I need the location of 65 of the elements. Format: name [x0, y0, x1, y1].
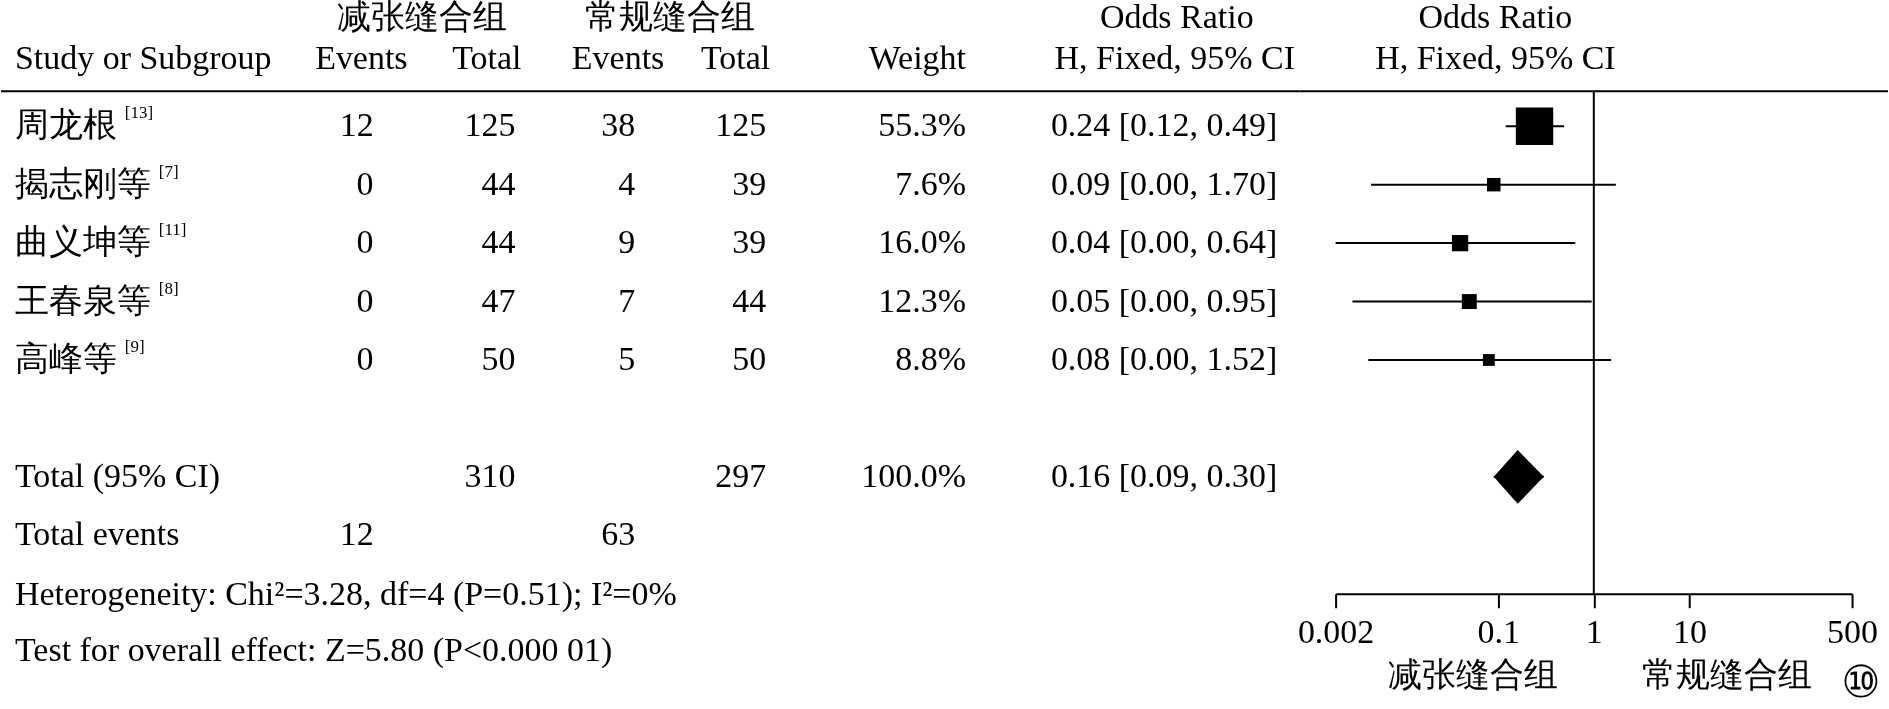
data-label: 63 — [601, 515, 636, 553]
x-tick-label: 0.1 — [1477, 613, 1520, 651]
data-label: 7 — [618, 281, 636, 319]
text: Events — [571, 39, 665, 77]
data-label: 55.3% — [878, 106, 966, 144]
data-label: 297 — [715, 456, 767, 494]
data-label: 8.8% — [895, 339, 966, 377]
x-tick-label: 1 — [1585, 613, 1603, 651]
data-label: 50 — [481, 339, 516, 377]
data-label: 125 — [715, 106, 767, 144]
data-label: 0 — [356, 164, 374, 202]
data-label: 12 — [339, 106, 374, 144]
text: Study or Subgroup — [14, 39, 272, 77]
x-tick-label: 0.002 — [1297, 613, 1375, 651]
data-label: 50 — [732, 339, 767, 377]
data-label: 16.0% — [878, 223, 966, 261]
data-label: 0 — [356, 223, 374, 261]
category-label: Total events — [14, 515, 180, 553]
data-label: 0.05 [0.00, 0.95] — [1050, 281, 1278, 319]
category-label: 王春泉等[8] — [14, 278, 179, 319]
data-label: 125 — [464, 106, 516, 144]
data-label: 39 — [732, 223, 767, 261]
category-label: 周龙根[13] — [14, 103, 154, 144]
data-label: 310 — [464, 456, 516, 494]
data-label: 0.16 [0.09, 0.30] — [1050, 456, 1278, 494]
data-label: 0 — [356, 281, 374, 319]
data-label: 0.08 [0.00, 1.52] — [1050, 339, 1278, 377]
data-label: 0.09 [0.00, 1.70] — [1050, 164, 1278, 202]
category-label: 揭志刚等[7] — [14, 161, 179, 202]
text: Total — [452, 39, 522, 77]
x-tick-label: 10 — [1673, 613, 1707, 651]
category-label: 高峰等[9] — [14, 337, 145, 377]
chart-title: Odds Ratio — [1418, 0, 1573, 35]
text: 常规缝合组 — [1642, 655, 1813, 693]
text: 常规缝合组 — [585, 0, 756, 35]
data-label: 0 — [356, 339, 374, 377]
text: Odds Ratio — [1099, 0, 1254, 35]
data-label: 39 — [732, 164, 767, 202]
data-label: 100.0% — [861, 456, 966, 494]
data-label: 4 — [618, 164, 636, 202]
data-label: 12.3% — [878, 281, 966, 319]
text: Weight — [868, 39, 967, 77]
data-label: 7.6% — [895, 164, 966, 202]
text: Heterogeneity: Chi²=3.28, df=4 (P=0.51); I²=0% — [14, 574, 677, 613]
category-label: Total (95% CI) — [14, 456, 221, 495]
text: ⑩ — [1841, 655, 1881, 707]
data-label: 44 — [481, 223, 516, 261]
data-label: 47 — [481, 281, 516, 319]
text: 减张缝合组 — [1388, 655, 1559, 693]
data-label: 44 — [481, 164, 516, 202]
x-tick-label: 500 — [1827, 613, 1879, 651]
text: Total — [700, 39, 771, 77]
data-label: 0.04 [0.00, 0.64] — [1050, 223, 1278, 261]
text: Test for overall effect: Z=5.80 (P<0.000 01) — [14, 630, 613, 669]
data-label: 12 — [339, 515, 374, 553]
data-label: 38 — [601, 106, 636, 144]
data-label: 5 — [618, 339, 636, 377]
data-label: 9 — [618, 223, 636, 261]
text: Events — [315, 39, 408, 77]
text: H, Fixed, 95% CI — [1054, 39, 1296, 77]
text: 减张缝合组 — [336, 0, 507, 35]
data-label: 0.24 [0.12, 0.49] — [1050, 106, 1278, 144]
chart-subtitle: H, Fixed, 95% CI — [1375, 39, 1616, 77]
data-label: 44 — [732, 281, 767, 319]
category-label: 曲义坤等[11] — [14, 220, 187, 261]
